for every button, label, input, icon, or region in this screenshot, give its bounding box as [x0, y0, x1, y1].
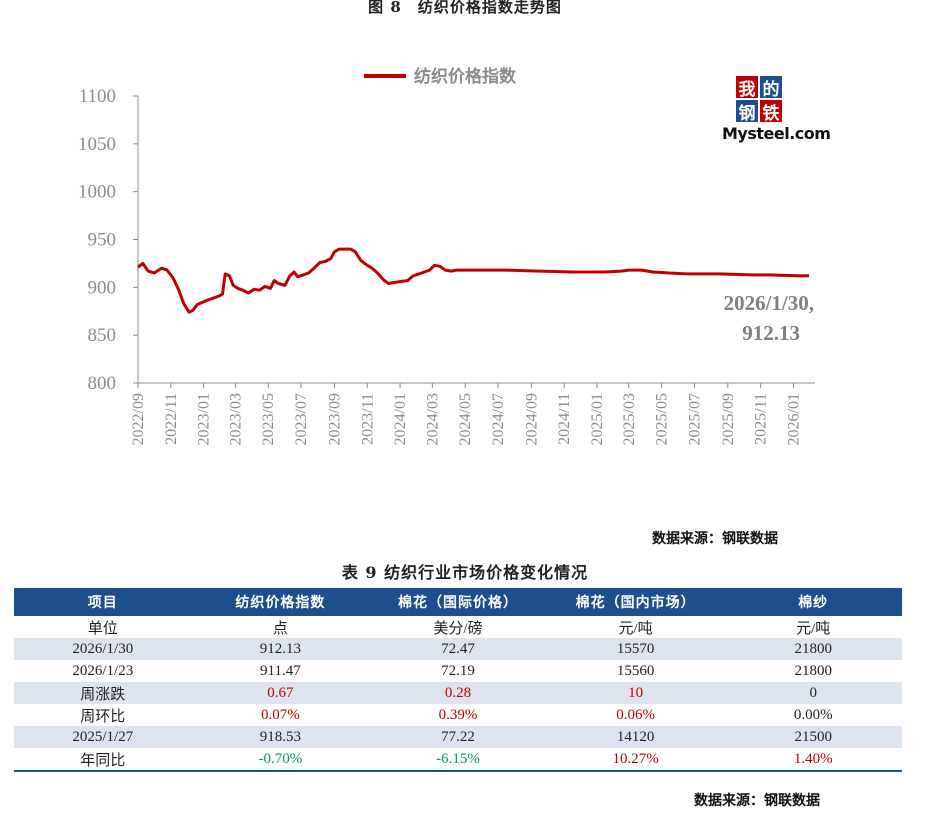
x-tick-label: 2023/05 [260, 393, 277, 445]
x-tick-label: 2023/11 [359, 393, 376, 445]
table-cell: 912.13 [191, 638, 370, 660]
table-cell: 0.06% [616, 706, 655, 723]
table-cell: 15570 [546, 638, 725, 660]
logo-cell: 铁 [760, 100, 782, 124]
y-axis: 800 850 900 950 1000 1050 1100 [78, 86, 139, 394]
annotation-value: 912.13 [742, 321, 800, 345]
table-cell: 911.47 [260, 662, 301, 679]
table-title: 表 9 纺织行业市场价格变化情况 [341, 563, 589, 582]
logo-wordmark: Mysteel.com [722, 124, 831, 143]
table-header-cell: 项目 [14, 588, 192, 616]
table-header-cell: 纺织价格指数 [191, 588, 370, 616]
y-tick-label: 900 [88, 277, 117, 298]
table-cell: 美分/磅 [433, 620, 483, 637]
table-cell: 2026/1/23 [72, 662, 134, 679]
table-row: 周涨跌 0.67 0.28 10 0 [14, 682, 902, 704]
x-tick-label: 2025/03 [621, 393, 638, 445]
x-tick-label: 2023/09 [326, 393, 343, 445]
x-tick-label: 2023/07 [293, 393, 310, 445]
y-tick-label: 1050 [78, 134, 116, 155]
table-row: 年同比 -0.70% -6.15% 10.27% 1.40% [14, 748, 902, 772]
table-row: 2026/1/23 911.47 72.19 15560 21800 [14, 660, 902, 682]
table-cell: 1.40% [724, 748, 902, 772]
table-cell: 0.00% [793, 706, 833, 723]
legend-label: 纺织价格指数 [414, 66, 517, 87]
table-cell: -0.70% [191, 748, 370, 772]
table-row: 周环比 0.07% 0.39% 0.06% 0.00% [14, 704, 902, 726]
x-tick-label: 2022/11 [163, 393, 180, 445]
table-cell: 15560 [616, 662, 655, 679]
table-cell: 0.07% [261, 706, 300, 723]
x-axis: 2022/09 2022/11 2023/01 2023/03 2023/05 2023/… [130, 382, 815, 445]
x-tick-label: 2025/09 [720, 393, 737, 445]
x-tick-label: 2023/01 [196, 393, 213, 445]
table-cell: 77.22 [369, 726, 547, 748]
table-cell: 10 [546, 682, 725, 704]
table-header-cell: 棉花（国际价格） [369, 588, 547, 616]
x-tick-label: 2024/11 [556, 393, 573, 445]
price-table: 项目 纺织价格指数 棉花（国际价格） 棉花（国内市场） 棉纱 单位 点 美分/磅 元/吨 元/吨… [14, 588, 902, 772]
legend: 纺织价格指数 [364, 66, 517, 87]
x-tick-label: 2025/01 [589, 393, 606, 445]
table-cell: 0.67 [191, 682, 370, 704]
table-cell: 0 [724, 682, 902, 704]
x-tick-label: 2022/09 [130, 393, 147, 445]
x-tick-label: 2024/07 [490, 393, 507, 445]
table-cell: 单位 [87, 620, 118, 637]
table-cell: 10.27% [546, 748, 725, 772]
y-tick-label: 1000 [78, 182, 116, 203]
x-tick-label: 2024/05 [457, 393, 474, 445]
source-note-chart: 数据来源：钢联数据 [652, 531, 778, 547]
table-body: 单位点美分/磅 元/吨 元/吨 2026/1/30 912.13 72.47 15570 21… [14, 616, 902, 772]
table-cell: 周环比 [80, 708, 126, 725]
table-cell: 元/吨 [618, 620, 653, 637]
y-tick-label: 850 [88, 325, 117, 346]
table-row: 2025/1/27 918.53 77.22 14120 21500 [14, 726, 902, 748]
table-cell: 2025/1/27 [14, 726, 192, 748]
table-row: 2026/1/30 912.13 72.47 15570 21800 [14, 638, 902, 660]
x-tick-label: 2025/11 [753, 393, 770, 445]
table-cell: 0.28 [369, 682, 547, 704]
logo-cell: 我 [736, 76, 758, 100]
table-header-row: 项目 纺织价格指数 棉花（国际价格） 棉花（国内市场） 棉纱 [14, 588, 902, 616]
series-layer [137, 247, 810, 314]
table-header-cell: 棉花（国内市场） [546, 588, 725, 616]
x-tick-label: 2023/03 [227, 393, 244, 445]
x-tick-label: 2024/03 [424, 393, 441, 445]
x-tick-label: 2025/05 [654, 393, 671, 445]
logo-cell: 的 [760, 76, 782, 100]
table-cell: 14120 [546, 726, 725, 748]
x-tick-label: 2024/01 [392, 393, 409, 445]
table-header-cell: 棉纱 [724, 588, 902, 616]
table-cell: 72.47 [369, 638, 547, 660]
x-tick-label: 2026/01 [785, 393, 802, 445]
x-tick-label: 2025/07 [686, 393, 703, 445]
table-cell: 21800 [724, 638, 902, 660]
table-cell: 21800 [794, 662, 832, 679]
table-cell: 21500 [724, 726, 902, 748]
table-cell: 周涨跌 [14, 682, 192, 704]
table-cell: 元/吨 [796, 620, 831, 637]
source-note-table: 数据来源：钢联数据 [694, 793, 820, 809]
table-cell: 72.19 [441, 662, 475, 679]
figure-title: 图 8 纺织价格指数走势图 [368, 0, 562, 16]
logo-cell: 钢 [736, 100, 758, 124]
table-cell: 2026/1/30 [14, 638, 192, 660]
table-row: 单位 点 美分/磅 元/吨 元/吨 [14, 616, 902, 638]
y-tick-label: 950 [88, 230, 117, 251]
table-cell: 918.53 [191, 726, 370, 748]
table-cell: 点 [272, 620, 288, 637]
table-cell: 年同比 [14, 748, 192, 772]
y-tick-label: 800 [88, 373, 117, 394]
mysteel-logo: 我的钢铁 Mysteel.com [722, 76, 831, 156]
table-cell: 0.39% [438, 706, 478, 723]
x-tick-label: 2024/09 [523, 393, 540, 445]
table-cell: -6.15% [369, 748, 547, 772]
annotation-date: 2026/1/30, [724, 291, 814, 315]
y-tick-label: 1100 [79, 86, 116, 107]
series-line-textile-index [137, 247, 810, 314]
